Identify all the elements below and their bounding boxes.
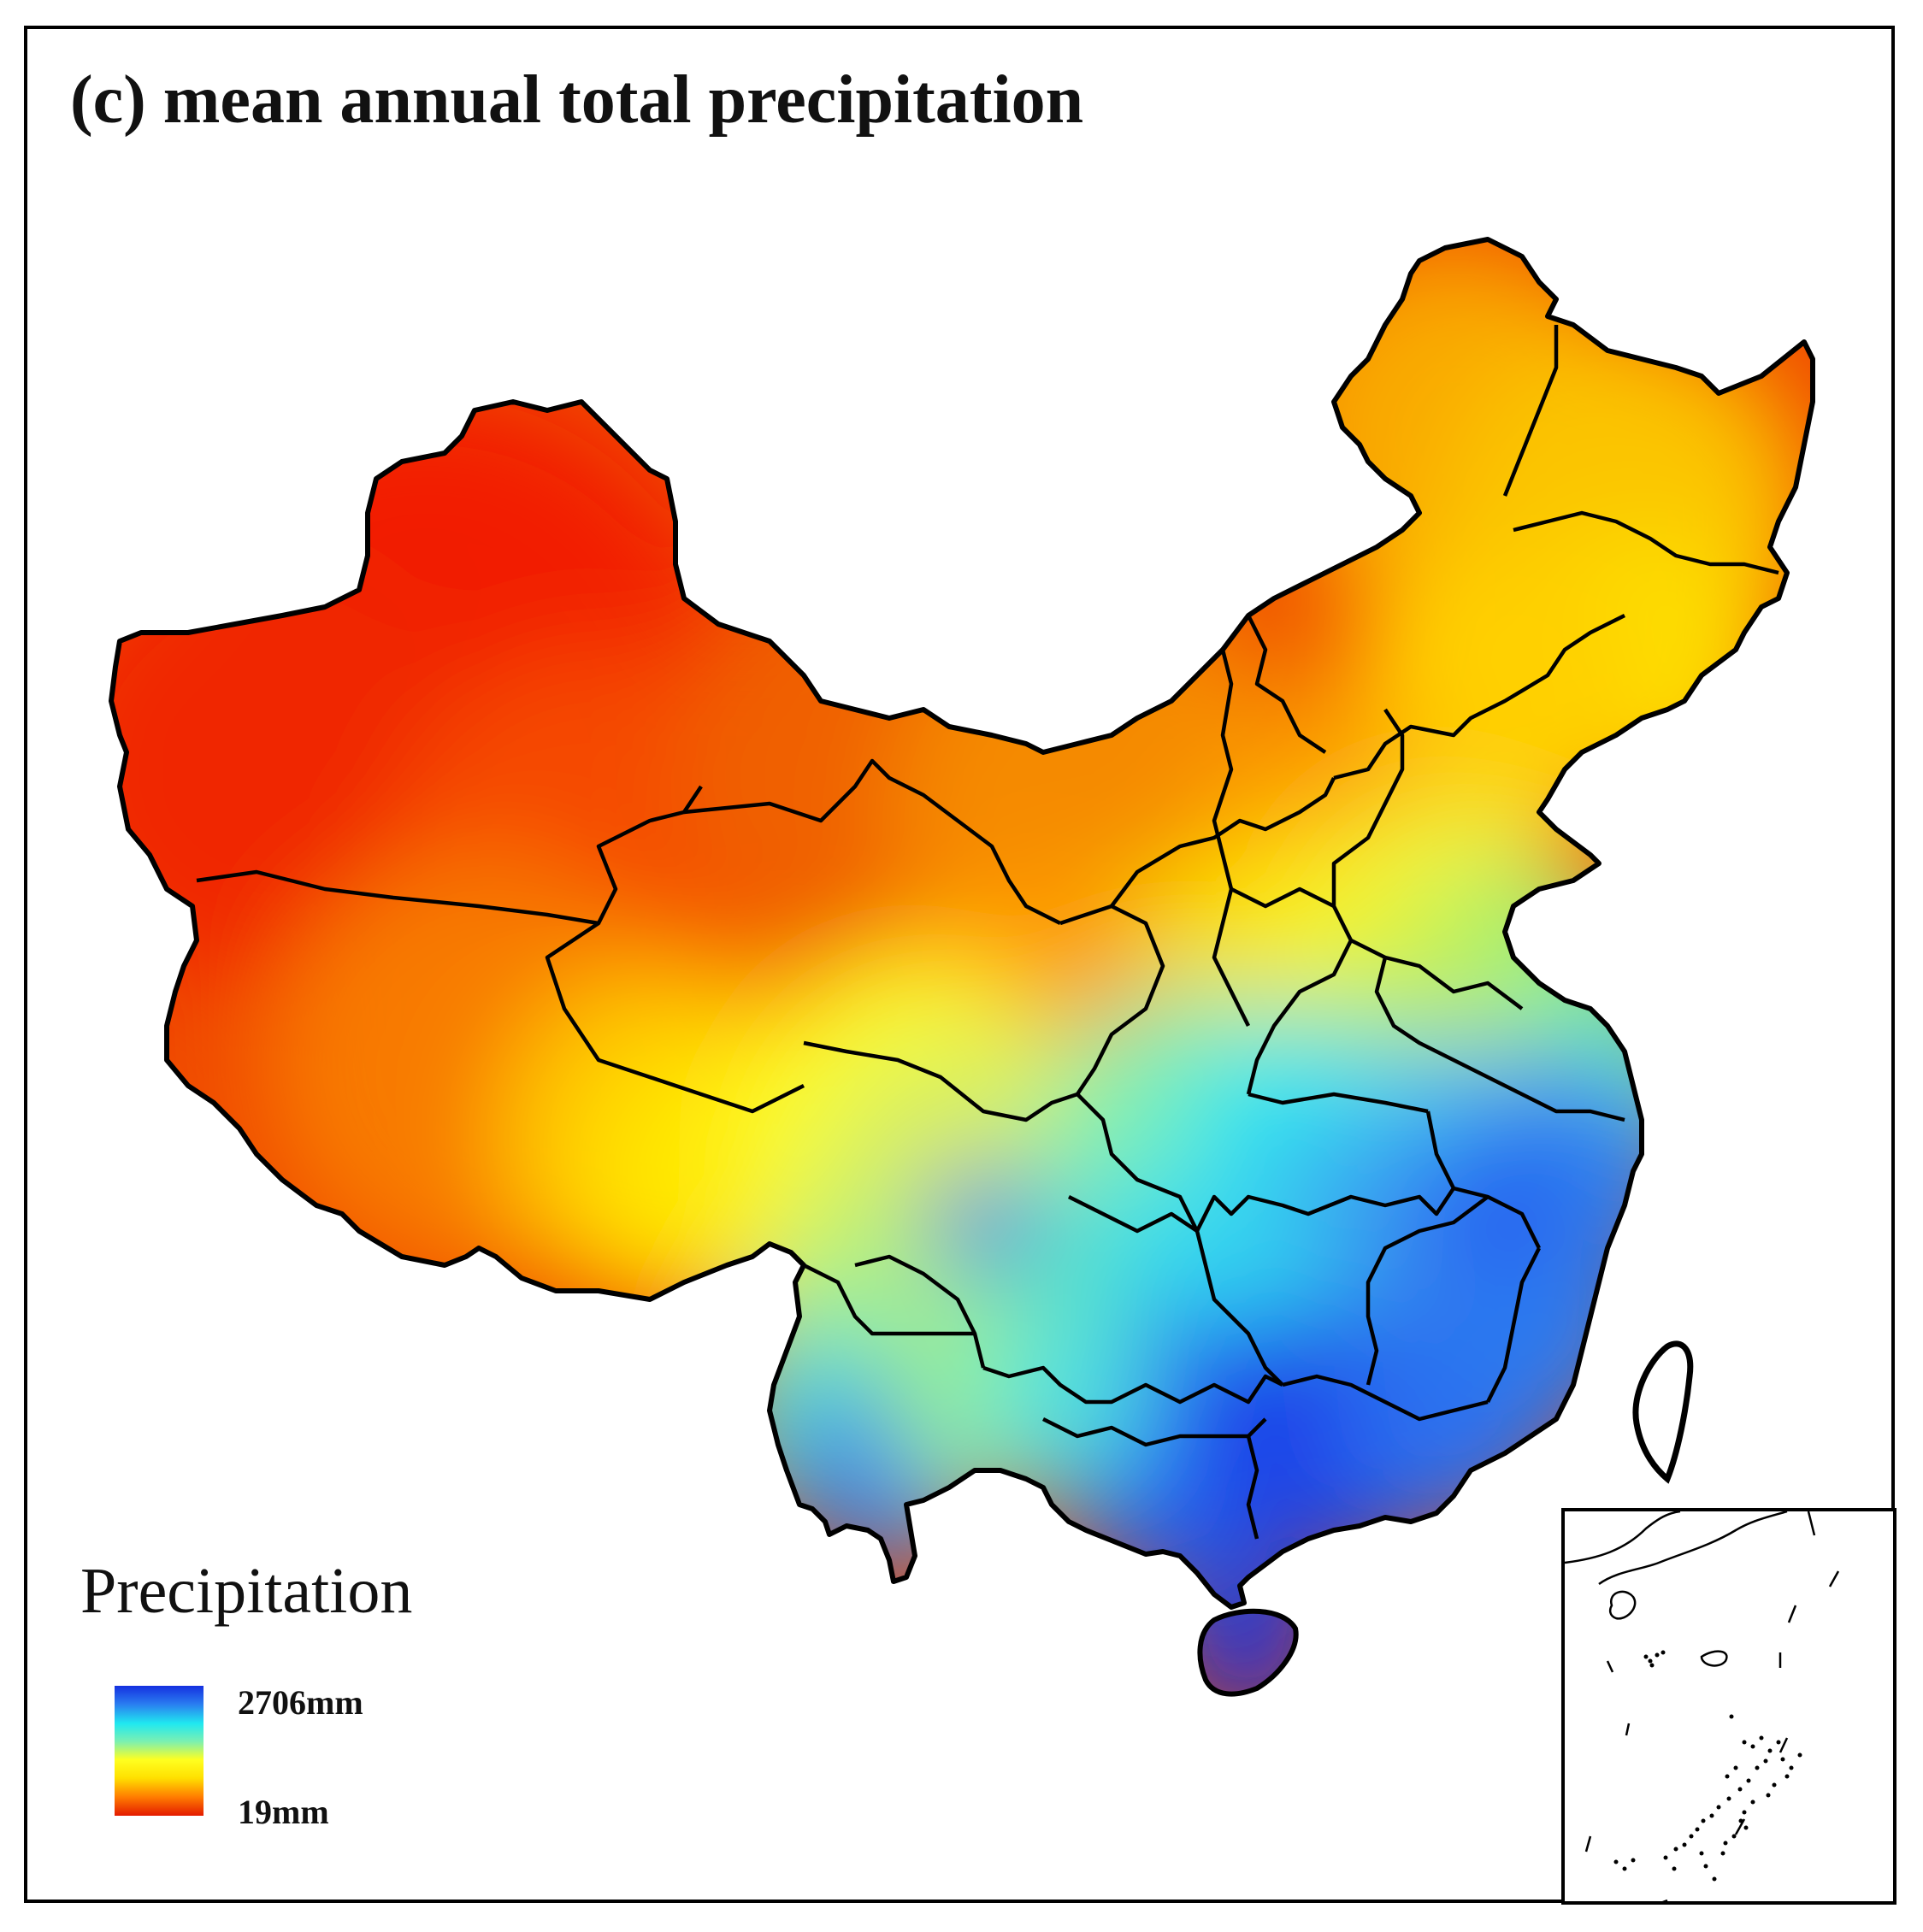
province-border (803, 1040, 1078, 1122)
taiwan-outline (1632, 1340, 1694, 1484)
legend-max-label: 2706mm (238, 1683, 363, 1722)
province-border (683, 758, 1062, 926)
province-border (1041, 1417, 1267, 1447)
province-border (1366, 1195, 1489, 1386)
china-boundary (109, 237, 1815, 1610)
province-border (1246, 1435, 1259, 1540)
province-border (1246, 614, 1327, 754)
province-border (1425, 1110, 1542, 1250)
province-border (1067, 1187, 1455, 1234)
hainan-outline (1197, 1608, 1299, 1697)
province-border (1513, 510, 1779, 575)
south-china-sea-inset (1561, 1508, 1896, 1905)
province-border (1349, 938, 1524, 1010)
province-border (1076, 1093, 1200, 1233)
province-border (1230, 886, 1336, 909)
province-border (196, 785, 703, 926)
province-border (1333, 613, 1626, 780)
province-border (802, 1263, 975, 1336)
province-border (1485, 1246, 1542, 1404)
province-border (1059, 904, 1165, 1096)
province-border (1110, 776, 1336, 908)
province-border (854, 1254, 986, 1369)
province-border (1248, 1092, 1429, 1114)
inset-map (1565, 1511, 1840, 1901)
province-border (982, 1365, 1284, 1405)
province-boundaries (196, 325, 1779, 1540)
legend-min-label: 19mm (238, 1793, 329, 1831)
province-border (545, 922, 805, 1114)
province-border (1195, 1230, 1284, 1387)
legend-color-bar (115, 1686, 204, 1816)
province-border (1212, 649, 1251, 1028)
legend-title: Precipitation (80, 1555, 413, 1627)
figure-title: (c) mean annual total precipitation (70, 62, 1084, 138)
province-border (1282, 1374, 1489, 1422)
province-border (1502, 325, 1559, 497)
province-border (1374, 957, 1625, 1122)
